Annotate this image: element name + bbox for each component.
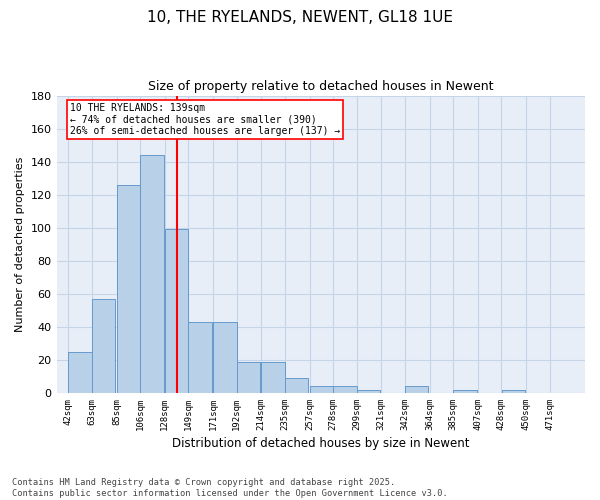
Title: Size of property relative to detached houses in Newent: Size of property relative to detached ho… [148, 80, 494, 93]
Bar [310, 386, 333, 393]
Bar [116, 185, 140, 393]
Bar [165, 230, 188, 393]
Bar [213, 322, 236, 393]
X-axis label: Distribution of detached houses by size in Newent: Distribution of detached houses by size … [172, 437, 470, 450]
Bar [405, 386, 428, 393]
Text: 10, THE RYELANDS, NEWENT, GL18 1UE: 10, THE RYELANDS, NEWENT, GL18 1UE [147, 10, 453, 25]
Y-axis label: Number of detached properties: Number of detached properties [15, 156, 25, 332]
Bar [502, 390, 525, 393]
Bar [237, 362, 260, 393]
Bar [333, 386, 356, 393]
Bar [357, 390, 380, 393]
Text: 10 THE RYELANDS: 139sqm
← 74% of detached houses are smaller (390)
26% of semi-d: 10 THE RYELANDS: 139sqm ← 74% of detache… [70, 103, 340, 136]
Bar [453, 390, 476, 393]
Bar [92, 299, 115, 393]
Bar [140, 155, 164, 393]
Text: Contains HM Land Registry data © Crown copyright and database right 2025.
Contai: Contains HM Land Registry data © Crown c… [12, 478, 448, 498]
Bar [285, 378, 308, 393]
Bar [262, 362, 285, 393]
Bar [188, 322, 212, 393]
Bar [68, 352, 92, 393]
